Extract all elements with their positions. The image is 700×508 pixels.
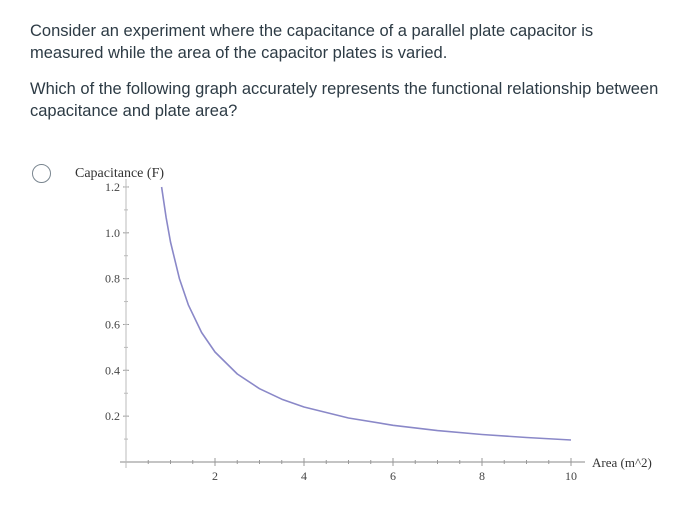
question-paragraph-1: Consider an experiment where the capacit… — [30, 22, 594, 62]
x-tick-label: 10 — [565, 469, 577, 483]
x-axis-label: Area (m^2) — [592, 455, 652, 470]
x-tick-label: 8 — [479, 469, 485, 483]
y-tick-label: 0.6 — [105, 317, 120, 331]
answer-option[interactable]: Capacitance (F) Area (m^2) 2 4 6 8 10 1.2 1.0 0… — [30, 158, 680, 498]
question-text: Consider an experiment where the capacit… — [30, 20, 660, 136]
y-tick-label: 1.0 — [105, 226, 120, 240]
answer-radio-button[interactable] — [32, 164, 51, 183]
capacitance-vs-area-chart: Capacitance (F) Area (m^2) 2 4 6 8 10 1.2 1.0 0… — [75, 166, 652, 483]
y-axis-label: Capacitance (F) — [75, 166, 164, 181]
data-series-line — [160, 186, 572, 441]
x-tick-label: 2 — [212, 469, 218, 483]
y-tick-label: 0.4 — [105, 363, 120, 377]
y-tick-label: 0.8 — [105, 272, 120, 286]
question-paragraph-2: Which of the following graph accurately … — [30, 80, 659, 120]
y-tick-label: 1.2 — [105, 180, 120, 194]
y-tick-label: 0.2 — [105, 409, 120, 423]
x-tick-label: 4 — [301, 469, 307, 483]
x-tick-label: 6 — [390, 469, 396, 483]
